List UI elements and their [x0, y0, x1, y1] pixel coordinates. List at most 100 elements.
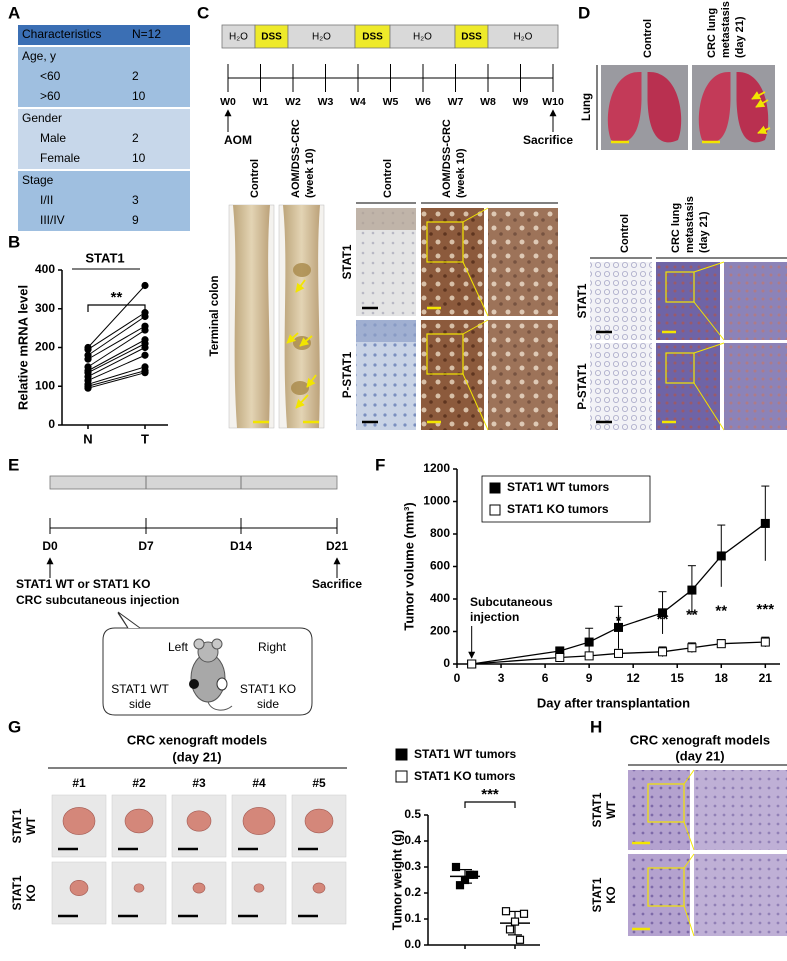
zoom-line [462, 319, 489, 335]
colon-tissue [283, 205, 320, 428]
pair-line [87, 366, 146, 385]
tumor-photo [231, 861, 287, 925]
tumor [242, 807, 276, 835]
legend-marker [489, 482, 501, 494]
zoom-box [647, 867, 685, 907]
yellow-arrow [306, 374, 317, 388]
week-label: W5 [383, 96, 399, 108]
micrograph-surface [356, 320, 416, 342]
day-label: D21 [326, 539, 348, 553]
data-point [501, 907, 511, 916]
tumor-right [216, 677, 228, 691]
y-axis-label: Tumor volume (mm³) [401, 502, 416, 630]
pair-line [87, 354, 146, 381]
table-group [18, 47, 190, 107]
start-label: STAT1 WT or STAT1 KO [16, 577, 150, 591]
tumor [186, 810, 212, 832]
table-group [18, 109, 190, 169]
yellow-arrow [299, 335, 313, 347]
y-tick-label: 600 [430, 559, 450, 573]
row-label: KO [26, 884, 38, 901]
data-point [716, 639, 726, 649]
column-header: CRC lung [706, 8, 718, 58]
tumor [304, 808, 334, 834]
week-label: W7 [448, 96, 464, 108]
row-label: P-STAT1 [577, 363, 589, 410]
legend-label: STAT1 KO tumors [414, 769, 516, 783]
tumor [192, 882, 206, 894]
table-group-title: Gender [22, 111, 62, 125]
y-tick-label: 1200 [423, 461, 450, 475]
pair-line [87, 370, 146, 387]
column-label: #5 [312, 776, 326, 790]
table-cell: 9 [132, 213, 139, 227]
zoom-box [647, 783, 685, 823]
significance: ** [715, 603, 727, 620]
table-cell: Male [40, 131, 66, 145]
pair-line [87, 329, 146, 368]
row-label: STAT1 [342, 244, 354, 279]
zoom-line [683, 853, 695, 869]
pair-point [141, 336, 149, 344]
legend-marker [395, 770, 408, 783]
table-group-title: Age, y [22, 49, 56, 63]
week-label: W4 [350, 96, 366, 108]
data-point [465, 870, 475, 879]
column-header: Control [619, 214, 631, 253]
significance: * [616, 612, 622, 629]
zoom-box [665, 271, 695, 303]
yellow-arrow [755, 99, 769, 108]
week-label: W1 [253, 96, 269, 108]
data-point [614, 622, 623, 632]
y-tick-label: 0 [443, 656, 450, 670]
yellow-arrow [295, 394, 309, 409]
significance-bracket [87, 304, 146, 312]
x-tick-label: T [141, 431, 149, 446]
start-label: AOM [224, 133, 252, 147]
micrograph [488, 320, 558, 430]
column-label: #2 [132, 776, 146, 790]
data-point [467, 659, 477, 669]
row-label: KO [606, 886, 618, 903]
row-label: STAT1 [592, 792, 604, 827]
panel-label: B [8, 232, 20, 251]
timeline-segment [487, 24, 559, 49]
table-header-cell: Characteristics [22, 27, 101, 41]
data-point [760, 518, 770, 528]
week-label: W8 [480, 96, 496, 108]
pair-line [87, 325, 146, 360]
pair-line [87, 339, 146, 372]
panel-label: C [197, 3, 209, 22]
micrograph [656, 262, 720, 340]
row-label: Lung [581, 93, 593, 121]
y-tick-label: 0.0 [404, 937, 421, 951]
mouse-tail [207, 701, 233, 711]
row-label: WT [26, 817, 38, 835]
micrograph-surface [356, 208, 416, 230]
y-tick-label: 200 [35, 340, 55, 354]
table-header-cell: N=12 [132, 27, 161, 41]
series-line [471, 641, 766, 665]
panel-label: D [578, 3, 590, 22]
week-label: W10 [542, 96, 564, 108]
y-tick-label: 800 [430, 526, 450, 540]
micrograph [488, 208, 558, 316]
y-tick-label: 400 [430, 591, 450, 605]
pair-point [141, 351, 149, 359]
zoom-line [683, 905, 695, 937]
row-label: Terminal colon [209, 276, 221, 357]
series-line [471, 522, 766, 665]
column-label: #1 [72, 776, 86, 790]
zoom-line [462, 373, 489, 431]
section-title: (day 21) [172, 749, 221, 764]
zoom-box [426, 333, 464, 375]
bubble-text: STAT1 KO [240, 682, 296, 696]
x-axis-label: Day after transplantation [537, 695, 690, 710]
segment-label: DSS [362, 32, 383, 43]
pair-point [84, 343, 92, 352]
zoom-line [693, 301, 725, 341]
annotation: Subcutaneous [470, 595, 553, 609]
micrograph [590, 343, 652, 430]
micrograph [724, 343, 787, 430]
